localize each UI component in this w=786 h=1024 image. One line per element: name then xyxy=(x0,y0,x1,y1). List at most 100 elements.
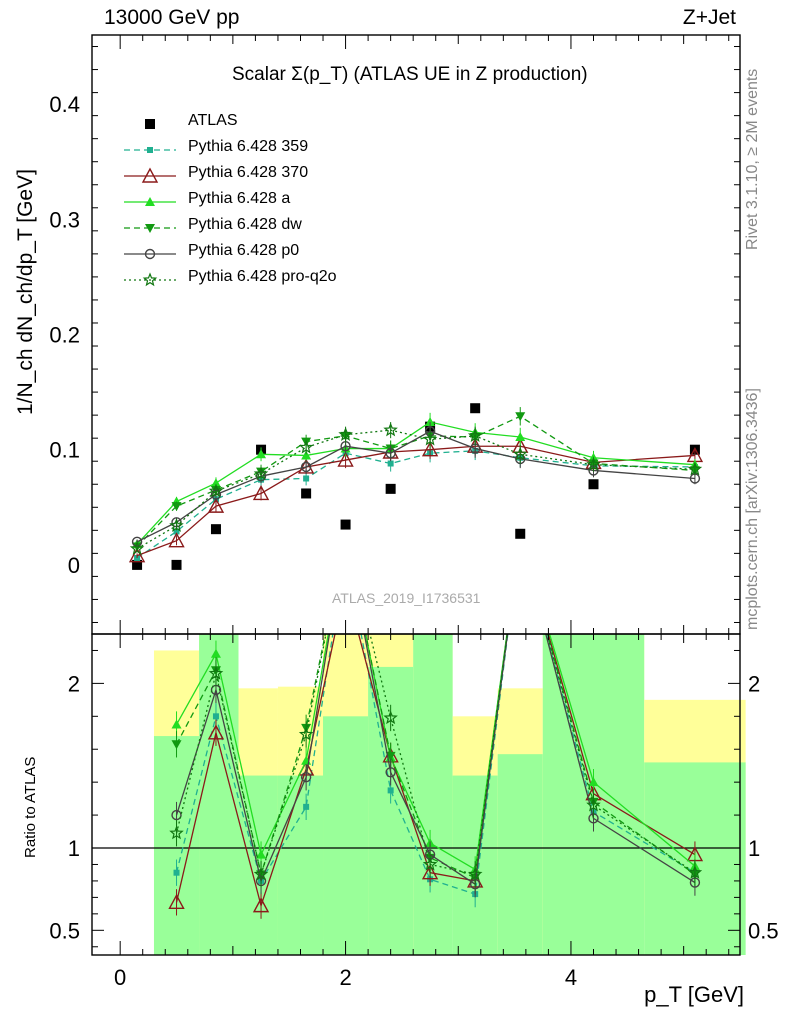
ratio-line-0 xyxy=(175,634,696,895)
x-tick-label: 2 xyxy=(339,965,351,990)
ratio-point xyxy=(421,864,439,880)
legend-label: Pythia 6.428 370 xyxy=(188,164,309,181)
band-green-bin xyxy=(323,716,369,955)
series-line-1 xyxy=(136,450,695,559)
ratio-point xyxy=(586,797,601,812)
ratio-y-tick-label-right: 2 xyxy=(748,671,760,696)
ratio-point xyxy=(383,710,398,725)
y-tick-label: 0.4 xyxy=(49,92,80,117)
data-point xyxy=(515,432,526,442)
data-point xyxy=(129,541,145,555)
data-point xyxy=(168,532,185,548)
ratio-point xyxy=(212,713,219,720)
y-tick-label: 0.1 xyxy=(49,438,80,463)
legend-label: Pythia 6.428 359 xyxy=(188,138,309,155)
legend-label: Pythia 6.428 dw xyxy=(188,216,302,233)
legend-entry: Pythia 6.428 359 xyxy=(124,138,444,162)
data-point xyxy=(169,518,184,532)
legend-marker xyxy=(145,119,155,129)
data-point xyxy=(467,428,483,443)
ratio-point xyxy=(169,825,184,840)
data-point xyxy=(252,484,270,501)
legend-marker xyxy=(145,224,155,233)
legend-label: ATLAS xyxy=(188,112,238,129)
chart-title: Scalar Σ(p_T) (ATLAS UE in Z production) xyxy=(232,64,588,85)
data-point xyxy=(687,461,703,476)
ratio-point xyxy=(588,777,599,787)
data-point xyxy=(337,451,354,467)
data-point xyxy=(387,460,394,467)
data-point xyxy=(132,559,143,570)
legend-entry: Pythia 6.428 dw xyxy=(124,216,444,240)
ratio-point xyxy=(303,803,310,810)
ratio-point xyxy=(467,866,483,881)
process-label: Z+Jet xyxy=(682,6,736,29)
ratio-point xyxy=(385,751,396,761)
legend-entry: Pythia 6.428 pro-q2o xyxy=(124,268,444,292)
data-point xyxy=(340,519,351,530)
data-point xyxy=(470,403,481,414)
legend-marker xyxy=(142,272,158,287)
ratio-y-tick-label: 2 xyxy=(68,671,80,696)
ratio-point xyxy=(422,856,438,871)
band-green-bin xyxy=(497,754,543,955)
analysis-label: ATLAS_2019_I1736531 xyxy=(332,590,481,606)
energy-label: 13000 GeV pp xyxy=(104,6,240,29)
data-point xyxy=(301,488,312,499)
legend-entry: ATLAS xyxy=(124,112,444,136)
series-line-2 xyxy=(136,445,695,557)
data-point xyxy=(385,483,396,494)
y-tick-label: 0.2 xyxy=(49,323,80,348)
band-green-bin xyxy=(238,775,278,955)
data-point xyxy=(515,528,526,539)
ratio-plot xyxy=(92,634,740,919)
data-point xyxy=(173,528,180,535)
series-line-5 xyxy=(136,430,695,543)
data-point xyxy=(515,412,526,422)
main-plot xyxy=(124,119,704,570)
data-point xyxy=(303,475,310,482)
data-point xyxy=(383,422,398,437)
data-point xyxy=(425,417,436,427)
series-line-3 xyxy=(136,421,695,545)
ratio-point xyxy=(387,787,394,794)
data-point xyxy=(131,536,143,548)
x-tick-label: 0 xyxy=(114,965,126,990)
series-line-4 xyxy=(136,415,695,547)
ratio-y-tick-label: 1 xyxy=(68,836,80,861)
ratio-point xyxy=(168,893,185,910)
ratio-point xyxy=(208,665,224,680)
data-point xyxy=(422,431,438,446)
data-point xyxy=(338,427,353,441)
y-axis-label: 1/N_ch dN_ch/dp_T [GeV] xyxy=(14,169,37,415)
data-point xyxy=(171,559,182,570)
ratio-point xyxy=(385,767,396,778)
ratio-point xyxy=(210,648,221,658)
band-green-bin xyxy=(413,634,453,955)
ratio-uncertainty-bands xyxy=(153,634,746,955)
legend-label: Pythia 6.428 p0 xyxy=(188,242,300,259)
legend-marker xyxy=(141,167,159,183)
ratio-point xyxy=(253,866,269,881)
ratio-point xyxy=(298,726,314,741)
ratio-point xyxy=(171,740,182,750)
ratio-y-tick-label-right: 0.5 xyxy=(748,918,779,943)
ratio-point xyxy=(207,724,225,740)
data-point xyxy=(208,483,224,498)
data-point xyxy=(588,479,599,490)
legend-marker xyxy=(144,248,156,260)
bottom-frame xyxy=(91,633,741,956)
legend-entry: Pythia 6.428 370 xyxy=(124,164,444,188)
band-green-bin xyxy=(277,775,324,955)
ratio-point xyxy=(300,772,312,783)
ratio-point xyxy=(171,809,182,821)
ratio-point xyxy=(173,869,180,876)
data-point xyxy=(210,478,221,488)
data-point xyxy=(300,461,312,473)
ratio-y-axis-label: Ratio to ATLAS xyxy=(22,756,39,858)
legend-entry: Pythia 6.428 a xyxy=(124,190,444,214)
legend-marker xyxy=(147,147,153,153)
data-point xyxy=(385,447,396,459)
ratio-line-5 xyxy=(175,634,696,877)
